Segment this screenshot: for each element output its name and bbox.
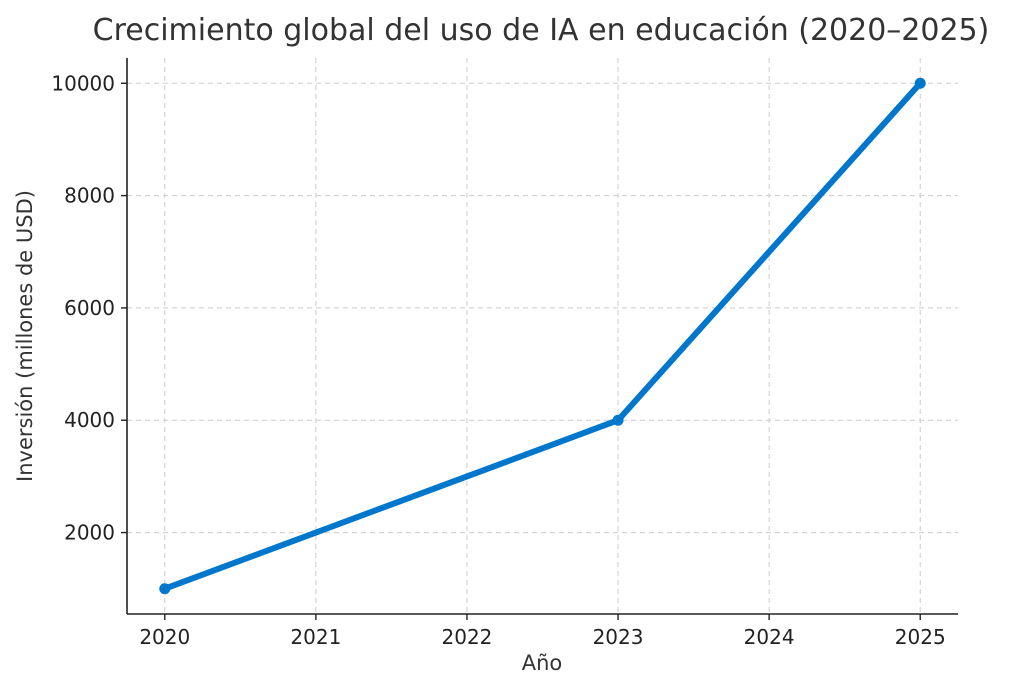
data-point [159, 583, 171, 595]
x-tick-label: 2025 [895, 625, 946, 649]
series-line [161, 80, 924, 592]
x-axis-label: Año [522, 651, 563, 675]
series-layer [159, 77, 926, 595]
x-tick-label: 2020 [139, 625, 190, 649]
data-point [612, 414, 624, 426]
chart-title: Crecimiento global del uso de IA en educ… [93, 13, 990, 48]
y-axis-label: Inversión (millones de USD) [13, 190, 37, 482]
x-tick-label: 2021 [290, 625, 341, 649]
y-tick-label: 6000 [64, 296, 115, 320]
x-tick-label: 2023 [593, 625, 644, 649]
ticks: 2020 2021 2022 2023 2024 2025 2000 4000 6000 8000… [51, 71, 945, 649]
y-tick-label: 8000 [64, 184, 115, 208]
y-tick-label: 10000 [51, 71, 115, 95]
y-tick-label: 4000 [64, 408, 115, 432]
axes [126, 58, 958, 615]
x-tick-label: 2024 [744, 625, 795, 649]
data-point [914, 77, 926, 89]
x-tick-label: 2022 [442, 625, 493, 649]
grid [127, 58, 958, 614]
y-tick-label: 2000 [64, 521, 115, 545]
